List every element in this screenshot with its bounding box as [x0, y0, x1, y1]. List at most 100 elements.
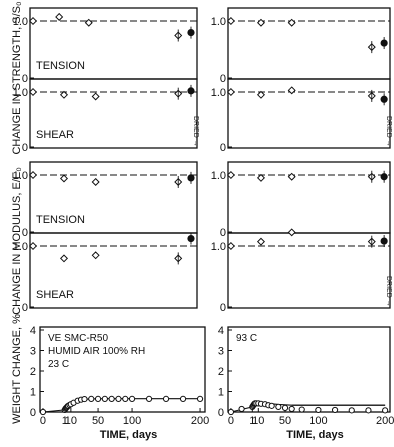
- weight-23C-ytick-label: 2: [30, 366, 36, 378]
- weight-23C-point: [88, 395, 95, 402]
- modulus-shear-23C-point: [91, 251, 100, 260]
- strength-shear-23C-dried-label: DRIED →: [192, 116, 199, 147]
- modulus-shear-93C-ytick-label: 1.0: [211, 241, 226, 253]
- strength-tension-23C-point: [55, 12, 64, 21]
- weight-23C-ytick-label: 1: [30, 387, 36, 399]
- modulus-tension-23C-ytick-label: 0: [22, 227, 28, 239]
- strength-shear-23C-frame: [29, 78, 198, 149]
- weight-23C-ytick-label: 4: [30, 325, 36, 337]
- weight-93C-point: [348, 407, 355, 414]
- weight-93C-point: [331, 406, 339, 414]
- ylabel-weight: WEIGHT CHANGE, %: [11, 314, 23, 424]
- weight-23C-xtick-label: 50: [92, 415, 104, 427]
- strength-shear-93C-point: [287, 86, 296, 95]
- weight-93C-xlabel: TIME, days: [286, 429, 343, 441]
- weight-93C-xtick-label: 1: [249, 415, 255, 427]
- weight-93C-point: [275, 403, 282, 410]
- strength-shear-93C-dried-label: DRIED →: [385, 116, 392, 147]
- modulus-tension-23C-ytick-label: 1.0: [13, 170, 28, 182]
- modulus-shear-93C-point: [226, 241, 235, 251]
- strength-shear-93C-dried-point: [380, 95, 388, 103]
- weight-23C-point: [128, 395, 136, 402]
- strength-tension-23C-point: [28, 16, 38, 26]
- weight-23C-annotation: VE SMC-R50: [48, 333, 108, 344]
- weight-93C-point: [238, 405, 245, 413]
- weight-23C-annotation: 23 C: [48, 359, 69, 370]
- weight-93C-frame: [227, 326, 391, 413]
- modulus-tension-93C-point: [226, 170, 235, 180]
- modulus-tension-93C-point: [287, 172, 296, 181]
- modulus-shear-93C-ytick-label: 0: [220, 302, 226, 314]
- weight-93C-xtick-label: 200: [376, 415, 394, 427]
- weight-93C-ytick-label: 4: [218, 325, 224, 337]
- ylabel-strength: CHANGE IN STRENGTH, S/S₀: [11, 1, 23, 154]
- weight-93C-point: [288, 405, 295, 413]
- weight-93C-ytick-label: 1: [218, 387, 224, 399]
- weight-93C-point: [298, 406, 305, 413]
- weight-23C-ytick-label: 3: [30, 346, 36, 358]
- strength-shear-23C-annotation: SHEAR: [36, 129, 74, 141]
- modulus-shear-23C-frame: [29, 232, 198, 309]
- modulus-tension-23C-dried-point: [187, 174, 195, 182]
- modulus-shear-23C-point: [28, 241, 38, 251]
- modulus-shear-93C-point: [287, 228, 296, 237]
- weight-23C-xtick-label: 1: [62, 415, 68, 427]
- strength-tension-93C-point: [287, 18, 296, 27]
- strength-shear-93C-ytick-label: 1.0: [211, 87, 226, 99]
- weight-23C-xtick-label: 0: [40, 415, 46, 427]
- strength-shear-23C-ytick-label: 0: [22, 142, 28, 154]
- weight-23C-point: [101, 395, 108, 402]
- strength-shear-93C-point: [226, 87, 235, 97]
- weight-93C-ytick-label: 3: [218, 346, 224, 358]
- weight-93C-point: [281, 404, 289, 411]
- modulus-shear-93C-frame: [227, 232, 391, 309]
- weight-23C-point: [196, 395, 204, 402]
- weight-93C-ytick-label: 0: [218, 407, 224, 419]
- weight-23C-point: [145, 395, 153, 402]
- strength-shear-93C-point: [256, 90, 265, 99]
- weight-23C-point: [122, 395, 129, 402]
- strength-tension-93C-point: [226, 16, 235, 26]
- strength-shear-93C-ytick-label: 0: [220, 142, 226, 154]
- strength-tension-23C-ytick-label: 0: [22, 73, 28, 85]
- weight-23C-point: [81, 395, 88, 403]
- strength-tension-23C-annotation: TENSION: [36, 60, 85, 72]
- weight-23C-frame: [39, 326, 206, 413]
- modulus-tension-23C-annotation: TENSION: [36, 214, 85, 226]
- weight-23C-point: [39, 408, 47, 416]
- strength-shear-93C-frame: [227, 78, 391, 149]
- weight-23C-xtick-label: 100: [123, 415, 141, 427]
- strength-tension-23C-dried-point: [187, 28, 195, 37]
- weight-93C-point: [365, 407, 372, 414]
- modulus-tension-93C-ytick-label: 1.0: [211, 170, 226, 182]
- modulus-shear-23C-dried-point: [187, 234, 195, 243]
- modulus-shear-93C-dried-point: [380, 237, 388, 245]
- strength-tension-93C-ytick-label: 0: [220, 73, 226, 85]
- weight-23C-point: [162, 395, 170, 402]
- weight-93C-xtick-label: 50: [279, 415, 291, 427]
- weight-23C-xtick-label: 10: [65, 415, 77, 427]
- weight-23C-point: [108, 395, 115, 402]
- weight-23C-xtick-label: 200: [191, 415, 209, 427]
- weight-93C-point: [227, 408, 235, 416]
- weight-23C-point: [115, 395, 122, 402]
- strength-shear-23C-ytick-label: 1.0: [13, 87, 28, 99]
- modulus-tension-23C-point: [28, 170, 38, 180]
- strength-tension-23C-ytick-label: 1.0: [13, 16, 28, 28]
- weight-23C-point: [179, 395, 187, 402]
- modulus-shear-93C-dried-label: DRIED →: [385, 276, 392, 307]
- modulus-shear-93C-point: [256, 237, 265, 246]
- modulus-shear-23C-point: [59, 254, 69, 263]
- weight-23C-ytick-label: 0: [30, 407, 36, 419]
- weight-93C-xtick-label: 0: [228, 415, 234, 427]
- strength-tension-93C-ytick-label: 1.0: [211, 16, 226, 28]
- modulus-shear-23C-ytick-label: 1.0: [13, 241, 28, 253]
- strength-shear-23C-point: [59, 90, 69, 99]
- strength-shear-23C-point: [91, 92, 100, 101]
- weight-93C-point: [315, 406, 322, 414]
- strength-tension-93C-point: [256, 18, 265, 27]
- strength-shear-23C-dried-point: [187, 87, 195, 95]
- modulus-tension-23C-point: [59, 174, 69, 183]
- weight-23C-annotation: HUMID AIR 100% RH: [48, 346, 145, 357]
